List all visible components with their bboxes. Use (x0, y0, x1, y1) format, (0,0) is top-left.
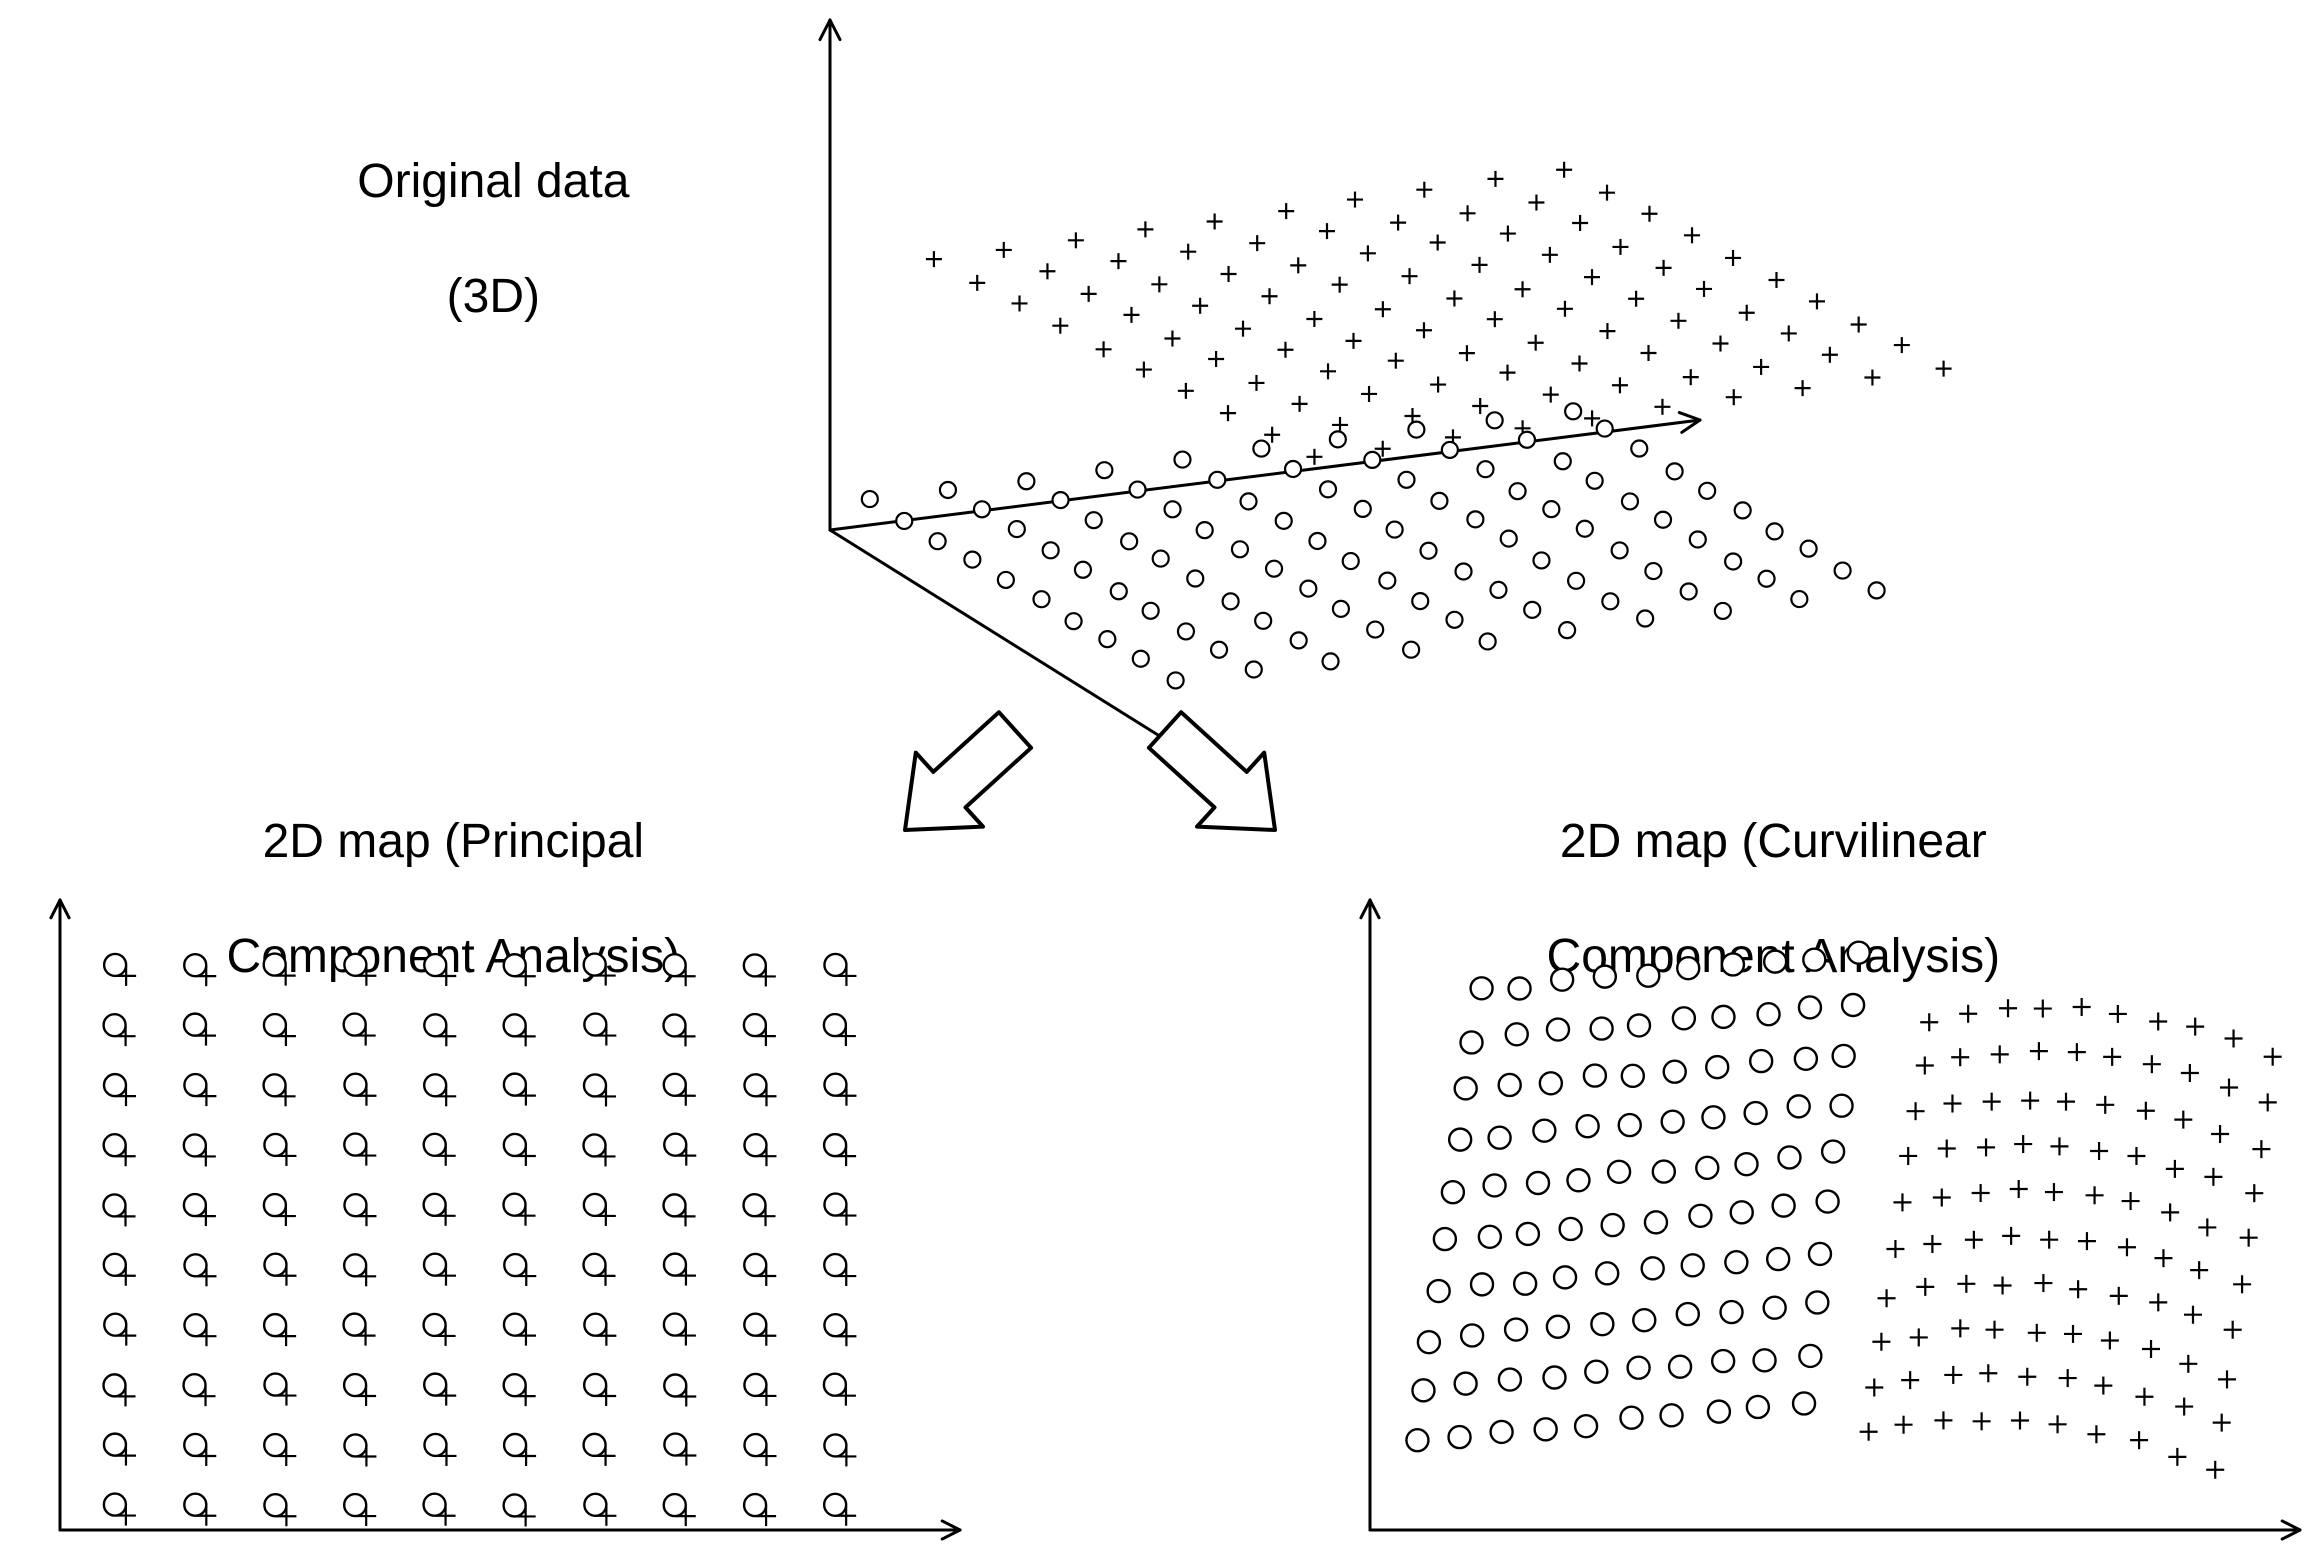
diagram-canvas (0, 0, 2319, 1563)
